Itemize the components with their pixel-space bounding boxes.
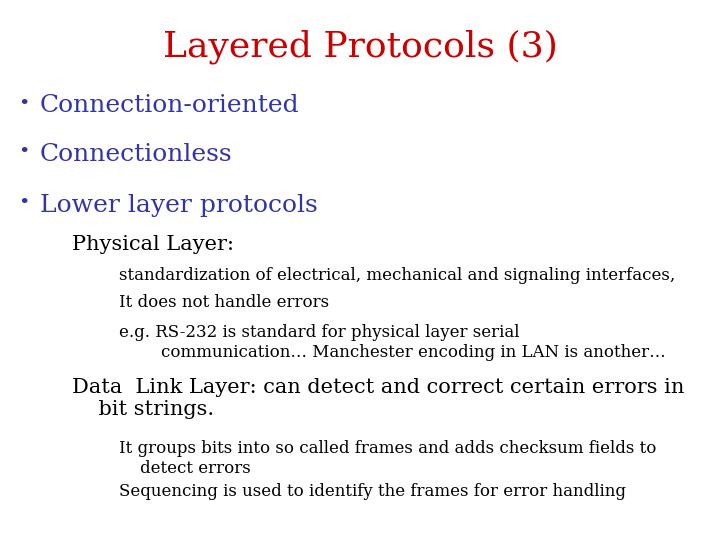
Text: It does not handle errors: It does not handle errors — [119, 294, 329, 311]
Text: •: • — [18, 94, 30, 112]
Text: Physical Layer:: Physical Layer: — [72, 235, 234, 254]
Text: Lower layer protocols: Lower layer protocols — [40, 194, 318, 218]
Text: Connection-oriented: Connection-oriented — [40, 94, 300, 118]
Text: Data  Link Layer: can detect and correct certain errors in
    bit strings.: Data Link Layer: can detect and correct … — [72, 378, 685, 419]
Text: •: • — [18, 194, 30, 212]
Text: It groups bits into so called frames and adds checksum fields to
    detect erro: It groups bits into so called frames and… — [119, 440, 656, 477]
Text: e.g. RS-232 is standard for physical layer serial
        communication… Manches: e.g. RS-232 is standard for physical lay… — [119, 324, 665, 361]
Text: •: • — [18, 143, 30, 161]
Text: standardization of electrical, mechanical and signaling interfaces,: standardization of electrical, mechanica… — [119, 267, 675, 284]
Text: Sequencing is used to identify the frames for error handling: Sequencing is used to identify the frame… — [119, 483, 626, 500]
Text: Layered Protocols (3): Layered Protocols (3) — [163, 30, 557, 64]
Text: Connectionless: Connectionless — [40, 143, 233, 166]
